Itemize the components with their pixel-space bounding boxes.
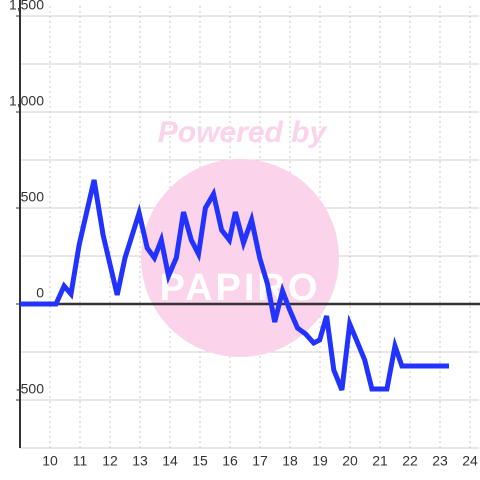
x-tick-label: 10 <box>42 453 58 469</box>
y-tick-label: 1,000 <box>9 93 44 109</box>
y-tick-label: 0 <box>36 285 44 301</box>
y-tick-label: -500 <box>16 381 44 397</box>
watermark-text: Powered by <box>158 116 328 149</box>
x-tick-label: 11 <box>73 453 88 469</box>
x-tick-label: 18 <box>282 453 298 469</box>
x-tick-label: 21 <box>372 453 388 469</box>
x-tick-label: 23 <box>432 453 448 469</box>
x-tick-label: 12 <box>102 453 118 469</box>
x-tick-label: 20 <box>342 453 358 469</box>
x-tick-label: 19 <box>312 453 328 469</box>
x-tick-label: 24 <box>462 453 478 469</box>
watermark-circle <box>141 159 339 357</box>
x-tick-label: 15 <box>192 453 208 469</box>
y-tick-label: 1,500 <box>9 0 44 13</box>
y-tick-label: 500 <box>21 189 45 205</box>
x-tick-label: 17 <box>252 453 268 469</box>
x-tick-label: 16 <box>222 453 238 469</box>
x-tick-label: 14 <box>162 453 178 469</box>
watermark-logo: PAPIRO <box>160 267 321 309</box>
x-tick-label: 13 <box>132 453 148 469</box>
x-tick-label: 22 <box>402 453 418 469</box>
line-series <box>20 179 449 392</box>
